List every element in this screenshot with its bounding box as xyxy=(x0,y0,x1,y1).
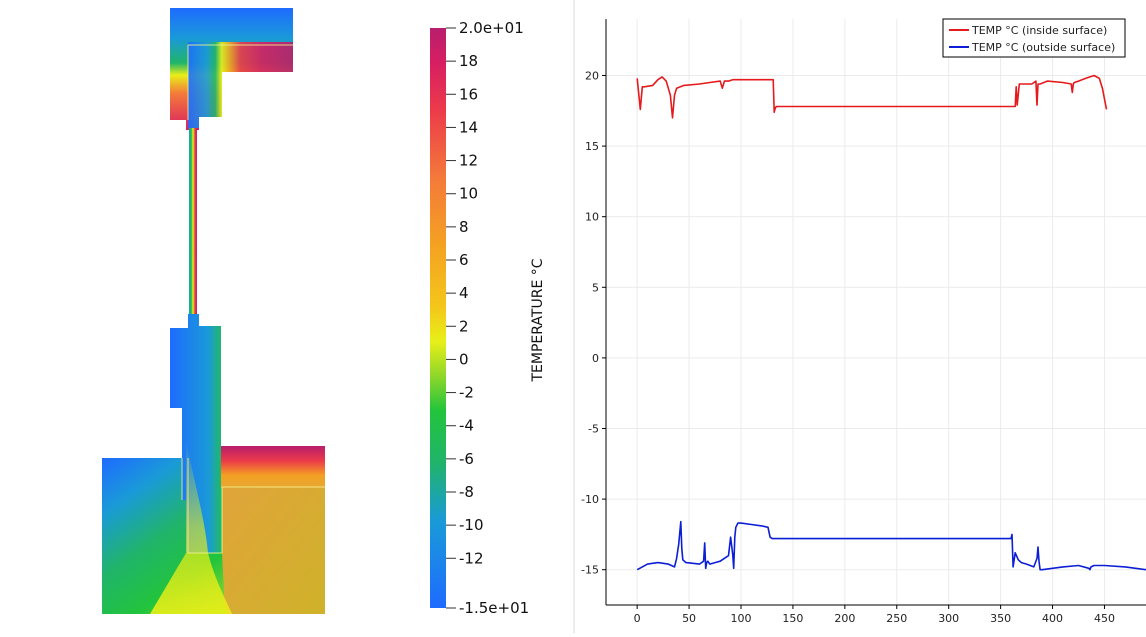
x-tick-label: 50 xyxy=(682,612,696,625)
head-frame-inner xyxy=(188,42,293,128)
colorbar-tick-label: 0 xyxy=(459,350,469,368)
glazing-unit xyxy=(189,128,197,316)
temperature-field-view[interactable]: 2.0e+01 18 16 14 12 10 8 6 4 2 0 -2 -4 -6 -8 -10 -12 -1.5… xyxy=(0,0,573,633)
legend-label-outside: TEMP °C (outside surface) xyxy=(971,41,1115,54)
colorbar-tick-label: 16 xyxy=(459,85,478,103)
colorbar-tick-label: 6 xyxy=(459,251,469,269)
y-tick-label: -10 xyxy=(581,493,599,506)
colorbar-tick-label: 18 xyxy=(459,52,478,70)
colorbar: 2.0e+01 18 16 14 12 10 8 6 4 2 0 -2 -4 -6 -8 -10 -12 -1.5… xyxy=(430,19,546,617)
colorbar-tick-label: -12 xyxy=(459,549,484,567)
chart-grid xyxy=(606,19,1146,605)
series-line-0 xyxy=(636,74,1108,119)
chart-series xyxy=(636,74,1146,571)
colorbar-ramp xyxy=(430,28,446,608)
material-outlines xyxy=(181,44,325,554)
wall-block-interior xyxy=(222,488,325,614)
colorbar-tick-label: -1.5e+01 xyxy=(459,599,529,617)
y-tick-label: 0 xyxy=(592,352,599,365)
x-tick-label: 450 xyxy=(1094,612,1115,625)
x-tick-label: 200 xyxy=(834,612,855,625)
y-tick-label: -5 xyxy=(588,422,599,435)
x-tick-label: 300 xyxy=(938,612,959,625)
sill-interior xyxy=(221,446,325,488)
colorbar-tick-label: 12 xyxy=(459,152,478,170)
line-chart-view[interactable]: -15 -10 -5 0 5 10 15 20 0 50 100 150 200 250 300 350 400… xyxy=(575,0,1146,633)
series-line-1 xyxy=(636,520,1146,571)
colorbar-title: TEMPERATURE °C xyxy=(530,258,546,382)
colorbar-tick-label: -8 xyxy=(459,483,474,501)
x-tick-label: 100 xyxy=(731,612,752,625)
x-tick-label: 0 xyxy=(634,612,641,625)
y-tick-label: 15 xyxy=(585,140,599,153)
colorbar-tick-label: -10 xyxy=(459,516,484,534)
colorbar-tick-label: 2 xyxy=(459,317,469,335)
colorbar-tick-label: 14 xyxy=(459,118,478,136)
sash-frame xyxy=(170,314,325,553)
colorbar-tick-label: -6 xyxy=(459,450,474,468)
colorbar-tick-label: 4 xyxy=(459,284,469,302)
x-tick-label: 250 xyxy=(886,612,907,625)
chart-legend[interactable]: TEMP °C (inside surface) TEMP °C (outsid… xyxy=(942,18,1126,58)
legend-box xyxy=(942,18,1126,58)
y-tick-label: 20 xyxy=(585,69,599,82)
legend-label-inside: TEMP °C (inside surface) xyxy=(971,24,1107,37)
colorbar-tick-label: 10 xyxy=(459,185,478,203)
colorbar-ticks: 2.0e+01 18 16 14 12 10 8 6 4 2 0 -2 -4 -6 -8 -10 -12 -1.5… xyxy=(446,19,529,617)
x-tick-label: 400 xyxy=(1042,612,1063,625)
warm-plume xyxy=(150,440,232,614)
colorbar-tick-label: 2.0e+01 xyxy=(459,19,524,37)
colorbar-tick-label: 8 xyxy=(459,218,469,236)
x-tick-label: 350 xyxy=(990,612,1011,625)
panel-divider[interactable] xyxy=(573,0,575,633)
y-tick-label: -15 xyxy=(581,564,599,577)
temperature-field-svg: 2.0e+01 18 16 14 12 10 8 6 4 2 0 -2 -4 -6 -8 -10 -12 -1.5… xyxy=(102,8,546,617)
colorbar-tick-label: -2 xyxy=(459,384,474,402)
y-tick-label: 10 xyxy=(585,211,599,224)
colorbar-tick-label: -4 xyxy=(459,417,474,435)
y-tick-label: 5 xyxy=(592,281,599,294)
x-tick-label: 150 xyxy=(782,612,803,625)
window-section-geometry xyxy=(102,8,325,614)
